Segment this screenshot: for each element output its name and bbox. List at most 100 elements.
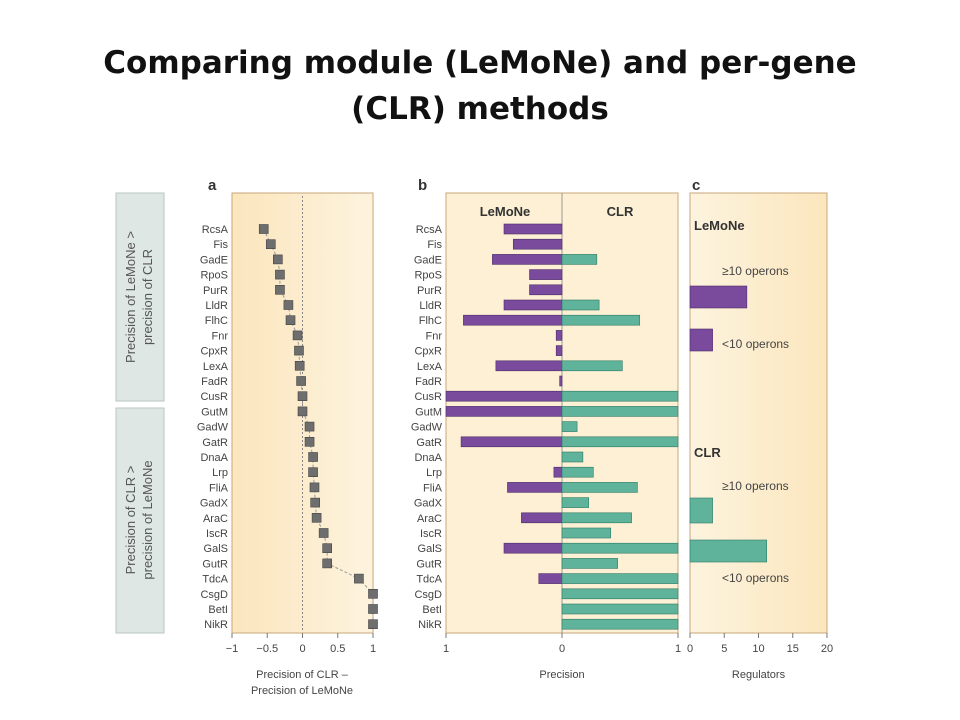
- panel-b-lemone-bar: [503, 299, 563, 311]
- panel-a-point: [308, 452, 318, 462]
- panel-b-lemone-bar: [503, 542, 563, 554]
- panel-c-bar-label: ≥10 operons: [722, 479, 789, 493]
- panel-b-category-label: RcsA: [416, 224, 443, 236]
- panel-b-category-label: RpoS: [414, 270, 442, 282]
- panel-a-point: [322, 543, 332, 554]
- panel-c-bar: [689, 539, 768, 563]
- panel-a-category-label: CpxR: [200, 346, 228, 358]
- panel-b-clr-bar: [561, 466, 594, 478]
- panel-a-point: [304, 436, 315, 447]
- panel-a-point: [297, 391, 308, 402]
- panel-b-clr-bar: [561, 254, 598, 265]
- panel-a-category-label: LexA: [203, 361, 229, 373]
- panel-a-point: [310, 497, 320, 508]
- panel-a-category-label: Fis: [213, 239, 228, 251]
- panel-c-tick-label: 0: [687, 643, 693, 655]
- panel-b-clr-bar: [561, 482, 638, 493]
- panel-b-lemone-bar: [555, 330, 563, 341]
- panel-a-tick-label: 0: [299, 643, 305, 655]
- panel-c-bar: [689, 328, 713, 352]
- panel-b-category-label: FlhC: [419, 315, 442, 327]
- side-box-upper: Precision of LeMoNe > precision of CLR: [115, 192, 165, 402]
- panel-a-category-label: GatR: [202, 437, 228, 449]
- panel-a-category-label: RpoS: [200, 270, 228, 282]
- panel-c-tick-label: 5: [721, 643, 727, 655]
- panel-b-tick-label: 1: [443, 643, 449, 655]
- panel-a-category-label: RcsA: [202, 224, 229, 236]
- panel-b-clr-bar: [561, 558, 618, 569]
- panel-a-tick-label: 0.5: [330, 643, 345, 655]
- panel-a-point: [322, 558, 332, 569]
- panel-a-tick-label: −1: [226, 643, 239, 655]
- panel-c-bar: [689, 497, 713, 524]
- slide-title-line-1: Comparing module (LeMoNe) and per-gene: [103, 45, 857, 81]
- panel-b-lemone-label: LeMoNe: [480, 204, 531, 219]
- panel-c-tick-label: 20: [821, 643, 833, 655]
- panel-a-tick-label: 1: [370, 643, 376, 655]
- panel-b-category-label: CpxR: [414, 346, 442, 358]
- panel-b-category-label: GutM: [415, 406, 442, 418]
- panel-a-category-label: GutR: [202, 558, 228, 570]
- panel-a-category-label: IscR: [206, 528, 228, 540]
- panel-a-point: [309, 482, 320, 493]
- panel-b-lemone-bar: [538, 573, 563, 584]
- panel-a-category-label: Fnr: [212, 330, 229, 342]
- panel-a-letter: a: [208, 177, 217, 194]
- panel-b-clr-bar: [561, 314, 641, 326]
- panel-a-category-label: GadE: [200, 254, 228, 266]
- side-label-upper-line2: precision of CLR: [140, 249, 155, 345]
- panel-b-clr-bar: [561, 588, 679, 600]
- panel-b-clr-bar: [561, 360, 623, 372]
- panel-b-lemone-bar: [503, 223, 563, 235]
- panel-a-tick-label: −0.5: [256, 643, 278, 655]
- panel-b-category-label: BetI: [422, 604, 442, 616]
- side-box-lower: Precision of CLR > precision of LeMoNe: [115, 407, 165, 634]
- panel-b-lemone-bar: [445, 390, 563, 402]
- panel-c-bar-label: ≥10 operons: [722, 264, 789, 278]
- panel-b-category-label: DnaA: [414, 452, 442, 464]
- panel-b-clr-label: CLR: [607, 204, 634, 219]
- panel-a-point: [297, 406, 308, 417]
- panel-b-lemone-bar: [495, 360, 563, 372]
- panel-b-category-label: GadE: [414, 254, 442, 266]
- panel-a-point: [368, 588, 378, 599]
- panel-a-category-label: AraC: [203, 513, 228, 525]
- panel-a-point: [308, 467, 318, 478]
- panel-b-category-label: GatR: [416, 437, 442, 449]
- panel-b-lemone-bar: [529, 284, 563, 296]
- panel-c-group-label: CLR: [694, 445, 721, 460]
- panel-b-tick-label: 0: [559, 643, 565, 655]
- panel-b-category-label: CusR: [414, 391, 442, 403]
- panel-b-clr-bar: [561, 406, 679, 417]
- panel-c-bar-label: <10 operons: [722, 571, 789, 585]
- panel-b-clr-bar: [561, 527, 612, 539]
- panel-c-xlabel: Regulators: [732, 669, 786, 681]
- panel-a-point: [368, 604, 378, 614]
- panel-b-clr-bar: [561, 542, 679, 554]
- panel-a-category-label: DnaA: [200, 452, 228, 464]
- panel-a-point: [283, 300, 294, 310]
- panel-b-category-label: Fis: [427, 239, 442, 251]
- panel-a-point: [275, 284, 285, 295]
- panel-a-category-label: LldR: [205, 300, 228, 312]
- panel-a-xlabel-line2: Precision of LeMoNe: [251, 685, 353, 697]
- panel-b-xlabel: Precision: [539, 669, 584, 681]
- panel-b-clr-bar: [561, 618, 679, 630]
- panel-a-category-label: Lrp: [212, 467, 228, 479]
- panel-a-point: [265, 239, 276, 249]
- panel-a-category-label: PurR: [203, 285, 228, 297]
- panel-b-category-label: AraC: [417, 513, 442, 525]
- panel-b-category-label: Lrp: [426, 467, 442, 479]
- panel-b-category-label: LldR: [419, 300, 442, 312]
- panel-b-category-label: LexA: [417, 361, 443, 373]
- panel-a-category-label: NikR: [204, 619, 228, 631]
- panel-b-lemone-bar: [463, 314, 563, 326]
- panel-a-point: [275, 269, 285, 280]
- panel-b-category-label: CsgD: [414, 589, 442, 601]
- panel-b-category-label: FadR: [415, 376, 442, 388]
- side-label-lower-line2: precision of LeMoNe: [140, 460, 155, 579]
- panel-b-lemone-bar: [460, 436, 563, 448]
- panel-b-letter: b: [418, 177, 427, 194]
- panel-b-clr-bar: [561, 497, 589, 508]
